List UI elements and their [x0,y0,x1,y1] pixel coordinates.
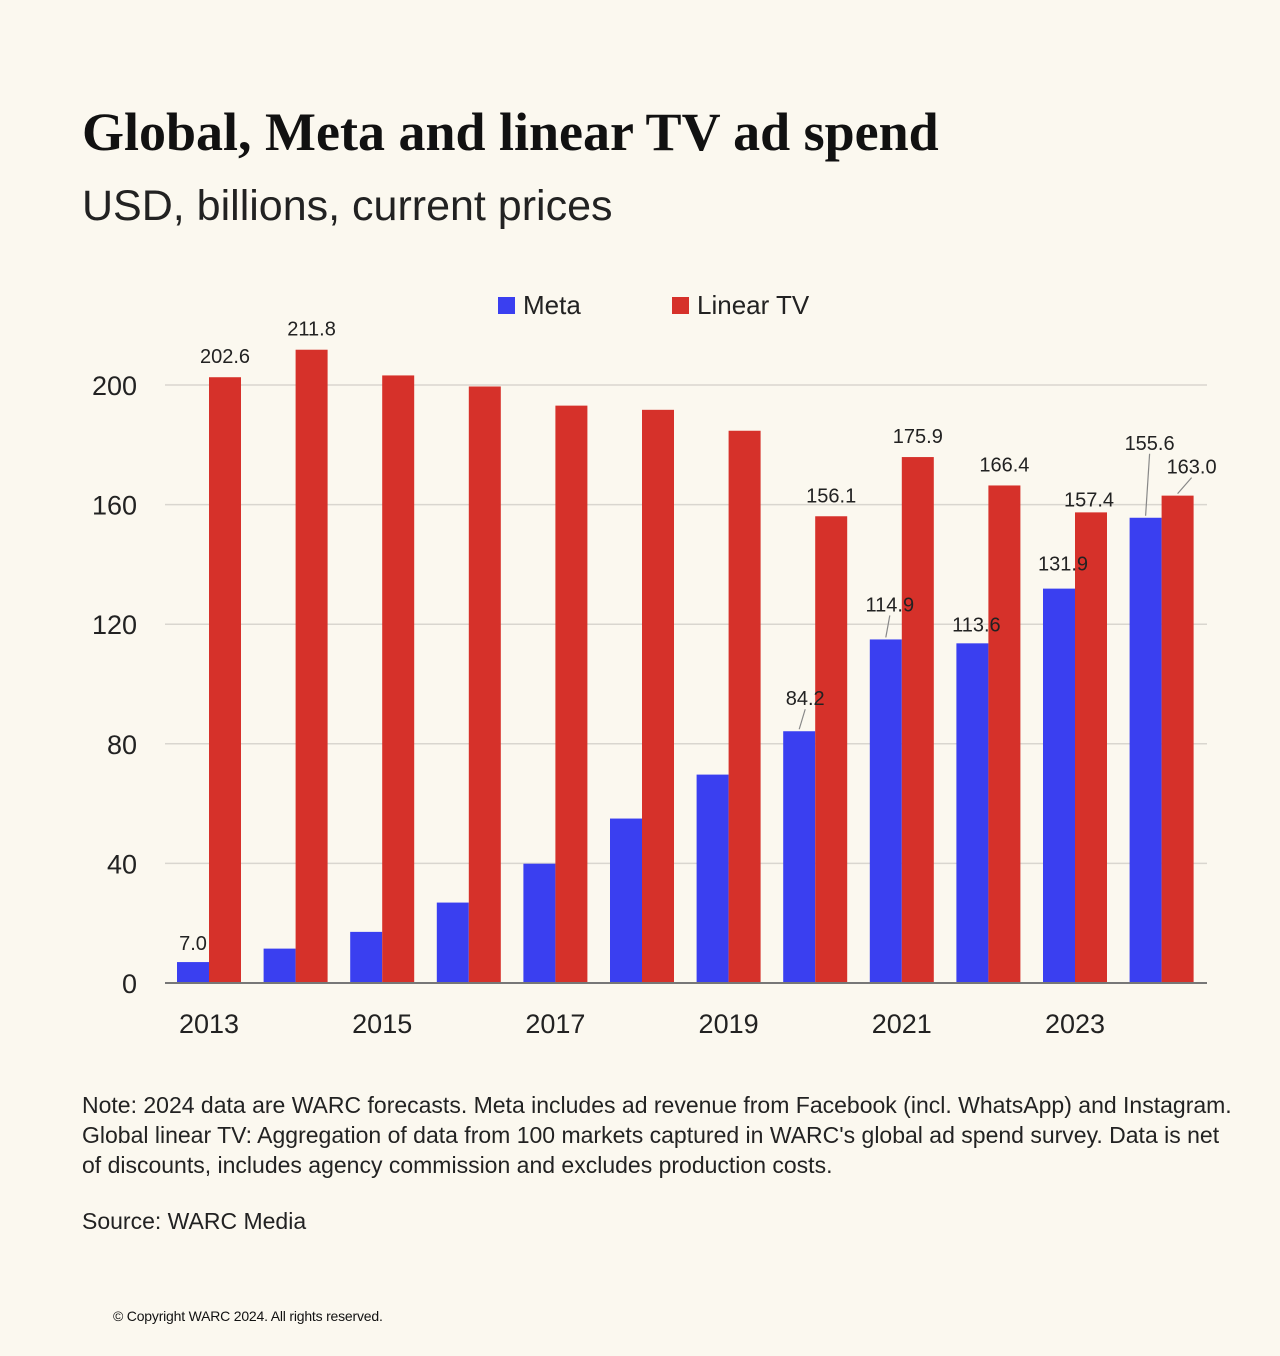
bar-meta-2024 [1129,517,1162,983]
bar-meta-2023 [1043,588,1075,983]
x-tick-label-2015: 2015 [352,1009,412,1039]
data-label-linear-tv-2013: 202.6 [200,346,250,368]
data-label-meta-2022: 113.6 [952,614,1001,636]
data-label-linear-tv-2023: 157.4 [1064,489,1114,511]
chart-note: Note: 2024 data are WARC forecasts. Meta… [82,1092,1232,1178]
data-label-meta-2013: 7.0 [179,933,207,955]
y-tick-label-40: 40 [107,849,137,879]
legend-label-linear-tv: Linear TV [697,290,810,320]
bar-meta-2016 [436,902,469,983]
x-tick-label-2013: 2013 [179,1009,239,1039]
legend-item-linear-tv: Linear TV [672,288,809,322]
bar-linear-tv-2015 [382,375,415,983]
bar-linear-tv-2017 [555,405,588,984]
data-label-linear-tv-2021: 175.9 [893,426,943,448]
legend-swatch-linear-tv [672,296,689,314]
data-label-meta-2024: 155.6 [1125,433,1175,455]
x-tick-label-2023: 2023 [1045,1009,1105,1039]
bar-linear-tv-2016 [468,386,501,983]
bars-layer [177,349,1194,984]
bar-linear-tv-2021 [901,457,934,984]
legend-swatch-meta [498,296,515,314]
bar-meta-2020 [783,731,816,983]
leader-line-meta-2021 [885,615,891,638]
axis-layer: 0 40 80 120 160 200 2013 2015 2017 2019 2021 2023 [92,371,1207,1039]
bar-linear-tv-2018 [642,409,674,983]
bar-linear-tv-2022 [988,485,1021,983]
grid-layer [165,384,1207,865]
bar-linear-tv-2013 [209,377,241,983]
x-tick-label-2017: 2017 [525,1009,585,1039]
bar-chart: 7.0 84.2 114.9 113.6 131.9 155.6 202.6 211.8 156… [92,319,1217,1039]
data-label-meta-2021: 114.9 [866,594,915,616]
chart-subtitle: USD, billions, current prices [82,182,613,230]
bar-meta-2021 [869,639,902,983]
bar-meta-2019 [696,774,729,983]
x-tick-label-2021: 2021 [872,1009,932,1039]
bar-meta-2013 [177,962,209,983]
copyright-notice: © Copyright WARC 2024. All rights reserv… [113,1308,383,1324]
data-label-meta-2023: 131.9 [1038,554,1088,576]
chart-source: Source: WARC Media [82,1208,307,1234]
y-tick-label-120: 120 [92,610,137,640]
leader-line-meta-2024 [1145,453,1151,516]
bar-linear-tv-2024 [1161,495,1194,983]
bar-meta-2015 [350,931,383,983]
data-label-linear-tv-2014: 211.8 [287,319,336,341]
leader-line-meta-2020 [798,709,806,730]
data-label-linear-tv-2024: 163.0 [1167,457,1217,479]
bar-linear-tv-2019 [728,430,761,983]
bar-linear-tv-2014 [295,349,328,983]
y-tick-label-0: 0 [122,969,137,999]
leader-line-linear-tv-2024 [1177,477,1193,495]
y-tick-label-200: 200 [92,371,137,401]
data-labels-layer: 7.0 84.2 114.9 113.6 131.9 155.6 202.6 211.8 156… [179,319,1217,955]
legend-label-meta: Meta [523,290,581,320]
x-tick-label-2019: 2019 [699,1009,759,1039]
y-tick-label-80: 80 [107,730,137,760]
bar-linear-tv-2023 [1075,512,1107,983]
data-label-linear-tv-2022: 166.4 [979,454,1029,476]
legend-item-meta: Meta [498,288,581,322]
bar-meta-2018 [610,818,642,983]
bar-meta-2017 [523,863,556,983]
data-label-meta-2020: 84.2 [786,688,825,710]
data-label-linear-tv-2020: 156.1 [806,485,856,507]
bar-linear-tv-2020 [815,516,848,983]
y-tick-label-160: 160 [92,491,137,521]
bar-meta-2014 [263,948,296,983]
bar-meta-2022 [956,643,989,983]
chart-title: Global, Meta and linear TV ad spend [82,102,939,162]
chart-legend: Meta Linear TV [0,288,1280,322]
